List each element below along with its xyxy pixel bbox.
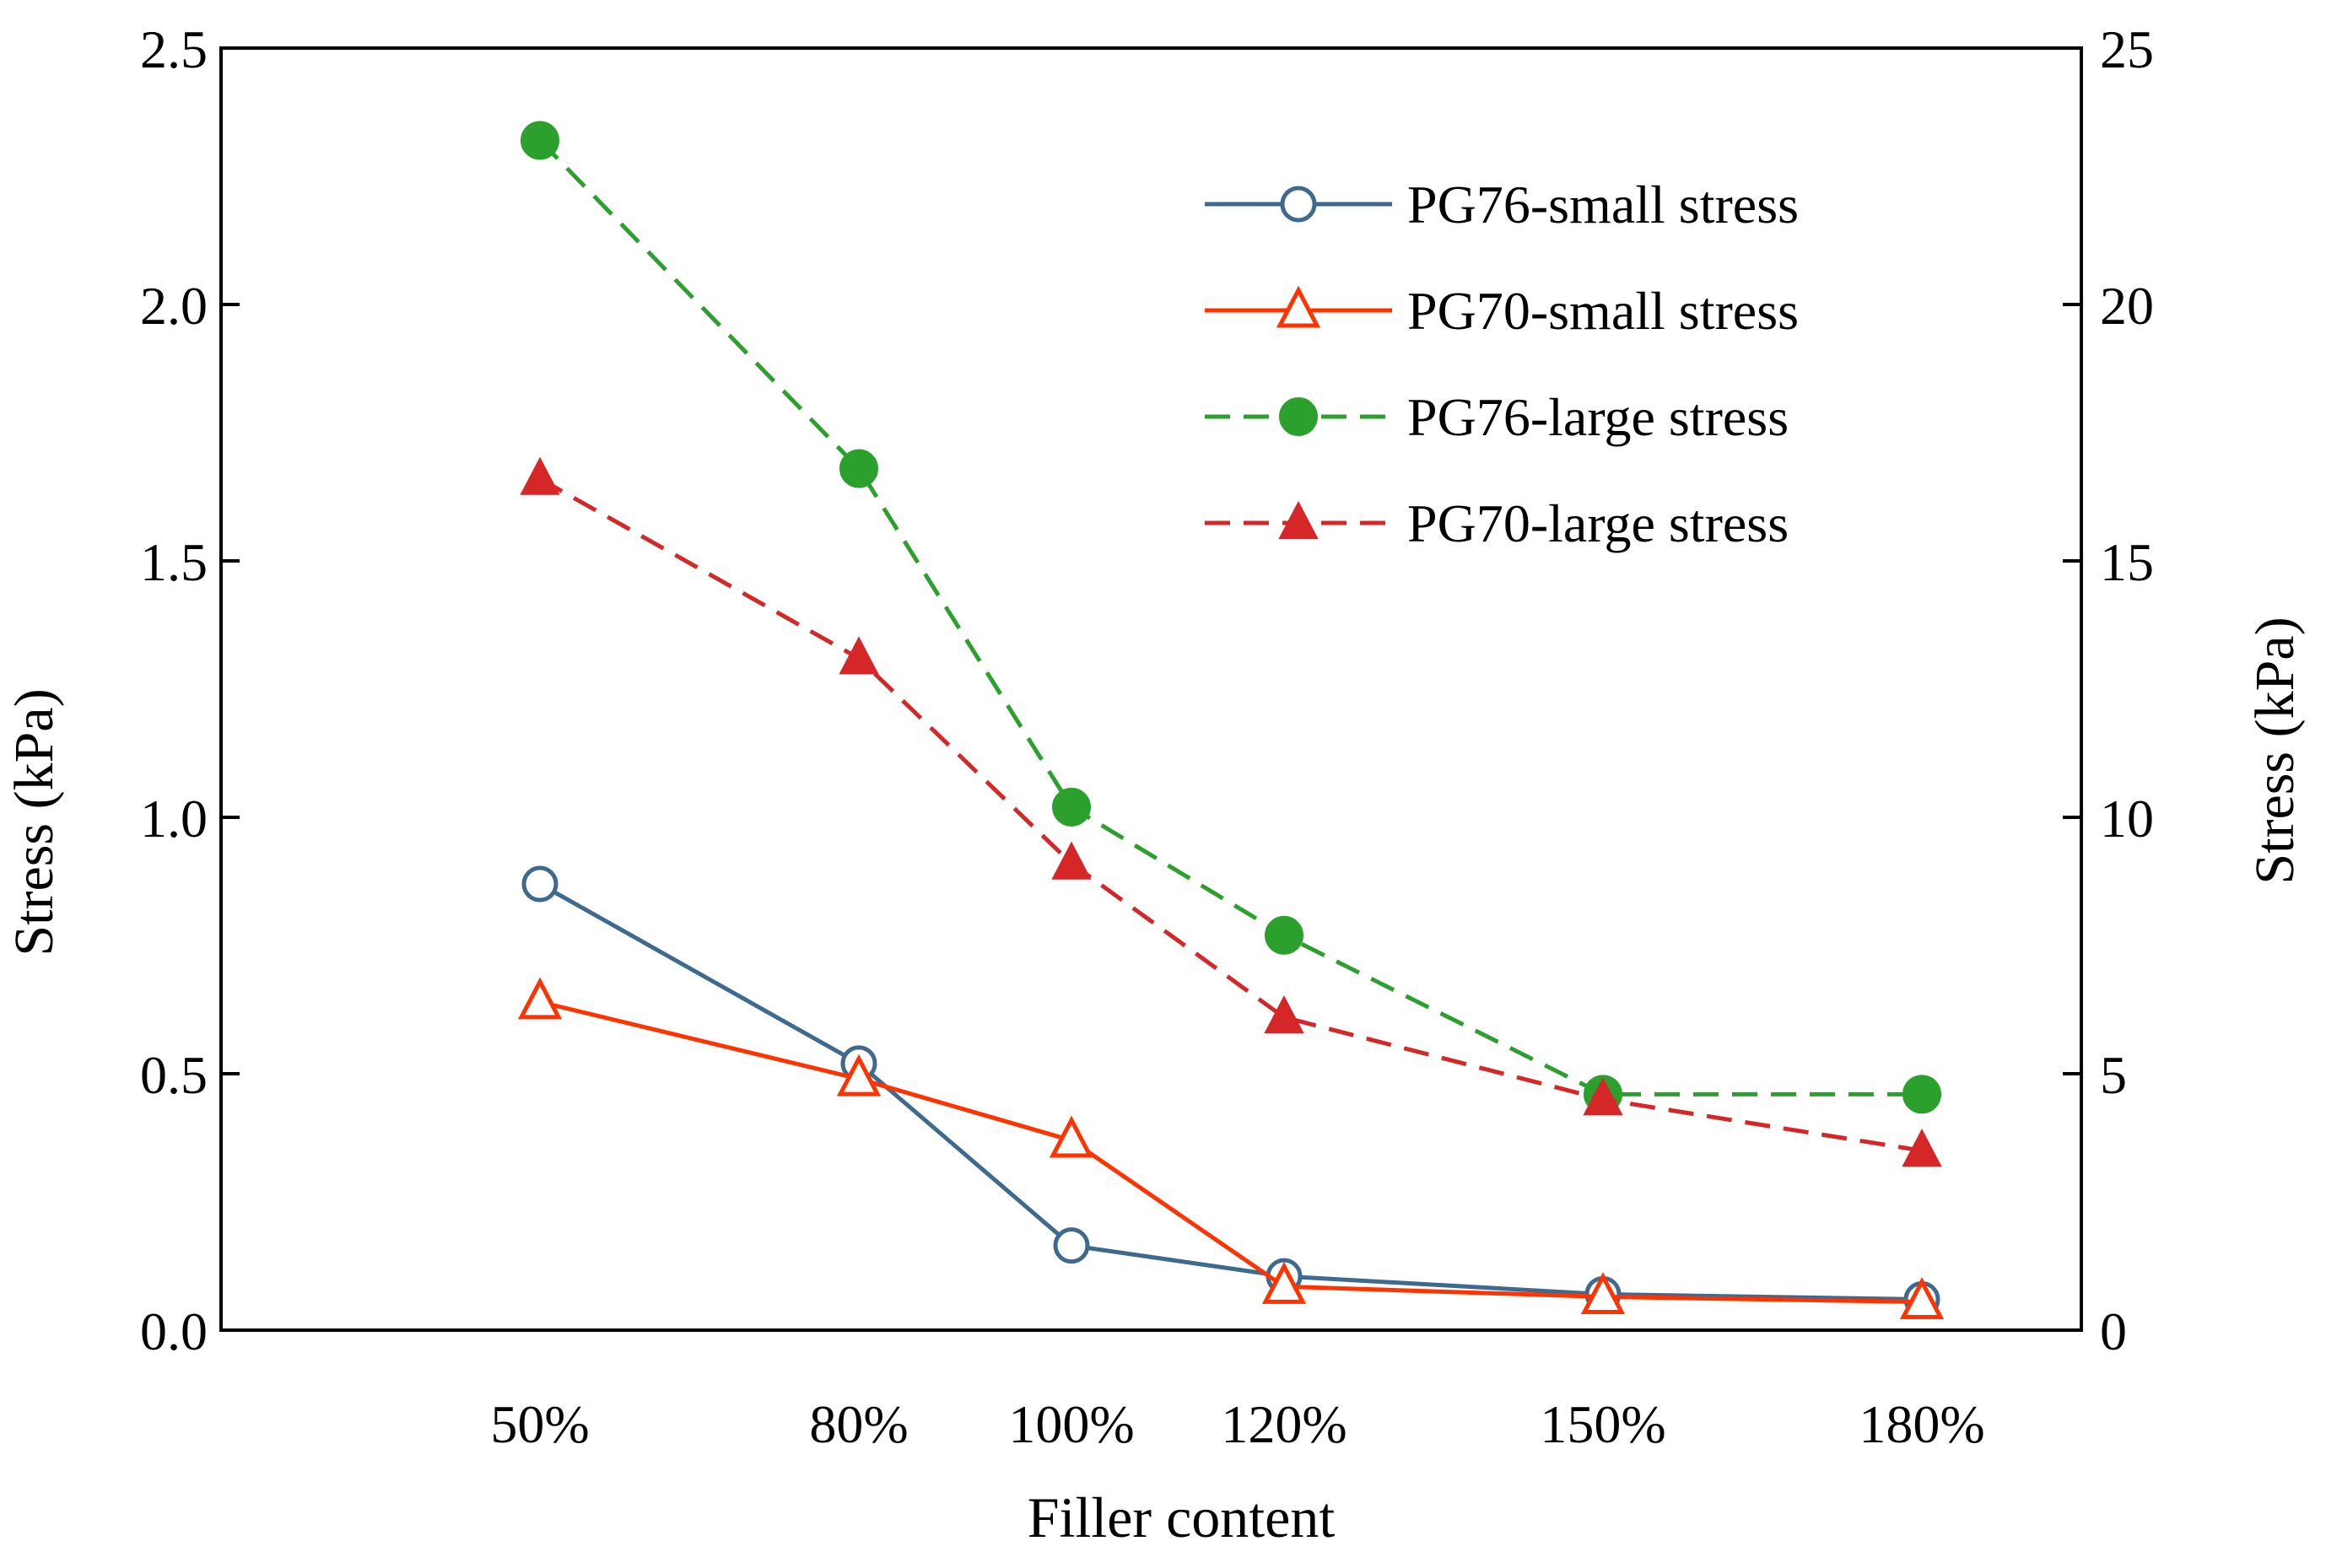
data-point [1902,1129,1942,1167]
y-tick-label-left: 1.5 [140,532,208,592]
data-point [836,1053,882,1097]
series-line [538,138,1922,1097]
legend-label: PG76-small stress [1407,175,1799,234]
legend-entry: PG70-small stress [1205,281,1799,341]
x-tick-label: 150% [1540,1394,1665,1454]
data-point [1049,1115,1094,1158]
data-point [517,977,563,1020]
y-tick-label-right: 25 [2100,19,2154,79]
y-tick-label-right: 15 [2100,532,2154,592]
data-point [1053,1227,1090,1264]
x-tick-label: 100% [1008,1394,1134,1454]
data-point [521,121,559,160]
y-tick-label-left: 1.0 [140,789,208,849]
legend-marker [1278,500,1319,539]
series-line [539,1000,1923,1305]
legend-entry: PG76-small stress [1205,175,1799,234]
data-point [839,636,879,675]
legend-label: PG76-large stress [1407,387,1789,447]
legend-marker [1276,285,1321,328]
series-pg70-large-stress [520,456,1942,1167]
y-tick-label-right: 10 [2100,789,2154,849]
series-line [538,477,1923,1153]
series-pg76-large-stress [521,121,1941,1114]
data-point [1265,915,1303,955]
y-axis-label-left: Stress (kPa) [3,688,65,956]
legend-entry: PG76-large stress [1205,387,1789,447]
y-axis-label-right: Stress (kPa) [2244,617,2306,884]
series-layer [517,121,1945,1320]
data-point [1583,1077,1623,1116]
legend-label: PG70-small stress [1407,281,1799,341]
x-tick-label: 50% [490,1394,589,1454]
y-tick-label-right: 0 [2100,1301,2127,1361]
series-pg70-small-stress [517,977,1945,1320]
y-tick-label-left: 2.5 [140,19,208,79]
data-point [1899,1277,1945,1320]
data-point [1902,1075,1941,1114]
plot-frame [219,46,2083,1332]
data-point [1264,994,1304,1034]
y-tick-label-left: 0.5 [140,1045,208,1105]
y-tick-label-left: 0.0 [140,1301,208,1361]
data-point [1052,787,1091,827]
legend-marker [1279,397,1318,436]
series-line [538,881,1923,1302]
axes: 0.0 0.5 1.0 1.5 2.0 2.5 0 5 10 15 20 25 50% 80% 100% 12… [140,19,2154,1454]
x-tick-label: 180% [1859,1394,1984,1454]
data-point [520,456,560,495]
x-tick-label: 80% [809,1394,908,1454]
y-tick-label-left: 2.0 [140,276,208,336]
legend: PG76-small stress PG70-small stress PG76-l… [1205,175,1799,553]
legend-label: PG70-large stress [1407,493,1789,553]
data-point [839,449,878,488]
data-point [1261,1261,1307,1304]
data-point [1051,841,1092,880]
data-point [1580,1272,1626,1314]
y-tick-label-right: 20 [2100,276,2154,336]
legend-marker [1280,186,1317,223]
x-axis-label: Filler content [1028,1485,1336,1549]
y-tick-label-right: 5 [2100,1045,2127,1105]
x-tick-label: 120% [1221,1394,1346,1454]
data-point [521,865,559,903]
legend-entry: PG70-large stress [1205,493,1789,553]
